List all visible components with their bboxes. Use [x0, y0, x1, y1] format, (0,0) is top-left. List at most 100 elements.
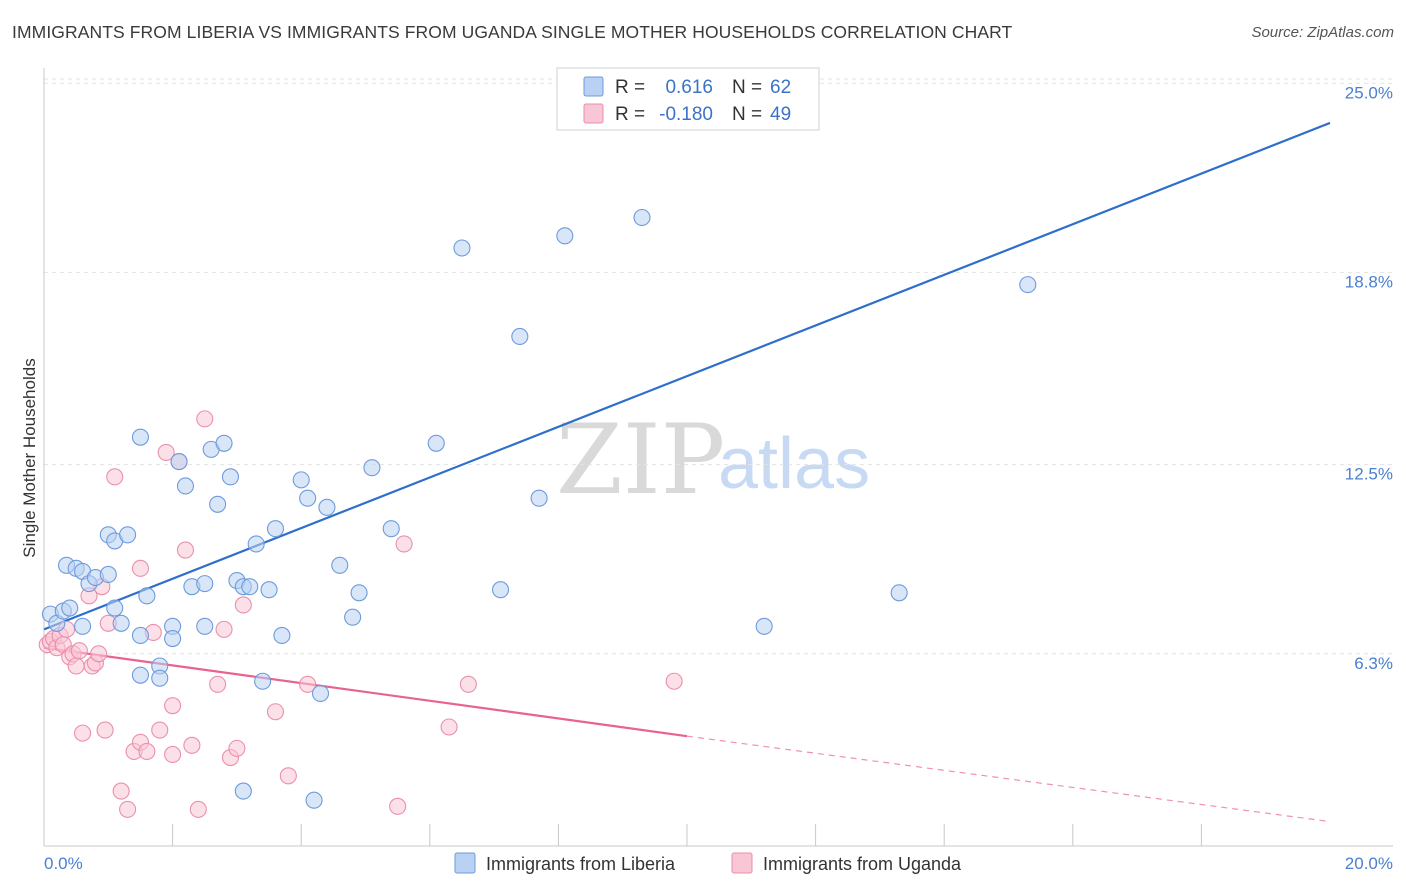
- uganda-point: [164, 697, 182, 715]
- liberia-point: [74, 617, 92, 635]
- correlation-legend: R = 0.616 N = 62 R = -0.180 N = 49: [556, 67, 820, 131]
- liberia-points: [41, 208, 1037, 809]
- liberia-point: [176, 477, 195, 495]
- liberia-point: [266, 520, 285, 538]
- uganda-point: [279, 767, 297, 785]
- legend-swatch-liberia: [583, 76, 604, 97]
- uganda-point: [183, 736, 201, 754]
- legend-r-label-liberia: R =: [615, 77, 645, 98]
- uganda-point: [164, 745, 182, 764]
- liberia-point: [755, 617, 773, 635]
- liberia-point: [363, 459, 381, 477]
- liberia-trend-line: [43, 121, 1331, 631]
- watermark-atlas: atlas: [718, 424, 870, 504]
- uganda-point: [157, 443, 175, 461]
- liberia-point: [119, 526, 137, 544]
- liberia-point: [196, 617, 214, 635]
- uganda-point: [266, 703, 285, 721]
- liberia-point: [305, 791, 323, 809]
- liberia-point: [382, 520, 400, 538]
- legend-n-value-uganda: 49: [770, 104, 791, 125]
- uganda-point: [459, 675, 477, 693]
- watermark-zip: ZIP: [556, 404, 725, 516]
- series-legend-label-liberia: Immigrants from Liberia: [486, 854, 676, 874]
- liberia-point: [260, 581, 278, 599]
- uganda-point: [106, 468, 124, 486]
- liberia-point: [633, 208, 651, 227]
- uganda-point: [234, 596, 252, 614]
- uganda-point: [440, 718, 458, 736]
- legend-swatch-uganda: [583, 103, 604, 124]
- uganda-point: [209, 675, 227, 693]
- liberia-point: [106, 599, 124, 617]
- uganda-point: [389, 797, 407, 815]
- uganda-point: [395, 535, 413, 553]
- uganda-point: [196, 410, 214, 428]
- axis-layer: [43, 68, 1393, 847]
- uganda-point: [189, 800, 207, 818]
- liberia-point: [427, 434, 445, 452]
- liberia-point: [292, 471, 310, 489]
- liberia-point: [890, 584, 908, 602]
- uganda-point: [228, 739, 246, 757]
- liberia-point: [61, 599, 79, 617]
- legend-r-value-liberia: 0.616: [665, 77, 713, 98]
- chart-title: IMMIGRANTS FROM LIBERIA VS IMMIGRANTS FR…: [12, 22, 1013, 42]
- grid-layer: [44, 78, 1393, 655]
- liberia-point: [318, 498, 336, 516]
- x-tick-label-min: 0.0%: [44, 854, 83, 873]
- y-tick-label: 12.5%: [1345, 465, 1393, 484]
- liberia-point: [453, 239, 471, 257]
- x-tick-label-max: 20.0%: [1345, 854, 1393, 873]
- chart-source: Source: ZipAtlas.com: [1251, 24, 1394, 41]
- uganda-point: [67, 657, 85, 675]
- uganda-point: [70, 642, 88, 660]
- liberia-point: [196, 575, 214, 593]
- uganda-point: [665, 672, 683, 690]
- series-legend-swatch-uganda: [731, 852, 753, 874]
- liberia-point: [299, 489, 317, 507]
- series-legend: Immigrants from Liberia Immigrants from …: [454, 852, 962, 874]
- liberia-point: [221, 468, 240, 486]
- legend-r-value-uganda: -0.180: [659, 104, 713, 125]
- uganda-trend-line: [43, 646, 688, 738]
- liberia-point: [99, 565, 117, 584]
- uganda-point: [112, 782, 130, 800]
- uganda-point: [96, 721, 114, 739]
- legend-n-label-liberia: N =: [732, 77, 762, 98]
- liberia-point: [491, 581, 510, 599]
- liberia-point: [138, 587, 156, 605]
- liberia-point: [151, 669, 169, 687]
- series-legend-swatch-liberia: [454, 852, 476, 874]
- liberia-point: [247, 535, 265, 553]
- tick-label-layer: 6.3% 12.5% 18.8% 25.0%: [1345, 83, 1393, 673]
- liberia-point: [1019, 276, 1037, 294]
- series-legend-label-uganda: Immigrants from Uganda: [763, 854, 962, 874]
- legend-n-value-liberia: 62: [770, 77, 791, 98]
- legend-r-label-uganda: R =: [615, 104, 645, 125]
- legend-n-label-uganda: N =: [732, 104, 762, 125]
- uganda-point: [138, 742, 156, 760]
- liberia-point: [311, 684, 330, 703]
- liberia-point: [234, 782, 252, 800]
- liberia-point: [273, 626, 291, 645]
- liberia-point: [131, 428, 149, 446]
- y-tick-label: 25.0%: [1345, 83, 1393, 102]
- uganda-point: [176, 541, 195, 559]
- liberia-point: [112, 614, 130, 632]
- liberia-point: [131, 626, 149, 645]
- liberia-point: [344, 608, 362, 626]
- uganda-point: [131, 559, 149, 577]
- y-tick-label: 6.3%: [1354, 654, 1393, 673]
- uganda-point: [215, 620, 233, 638]
- liberia-point: [254, 672, 272, 690]
- liberia-point: [511, 327, 529, 346]
- uganda-trend-extension: [686, 735, 1331, 823]
- liberia-point: [350, 584, 368, 602]
- liberia-point: [164, 629, 182, 648]
- liberia-point: [241, 578, 259, 596]
- uganda-point: [119, 800, 137, 818]
- liberia-point: [215, 434, 233, 452]
- y-axis-title: Single Mother Households: [20, 358, 39, 557]
